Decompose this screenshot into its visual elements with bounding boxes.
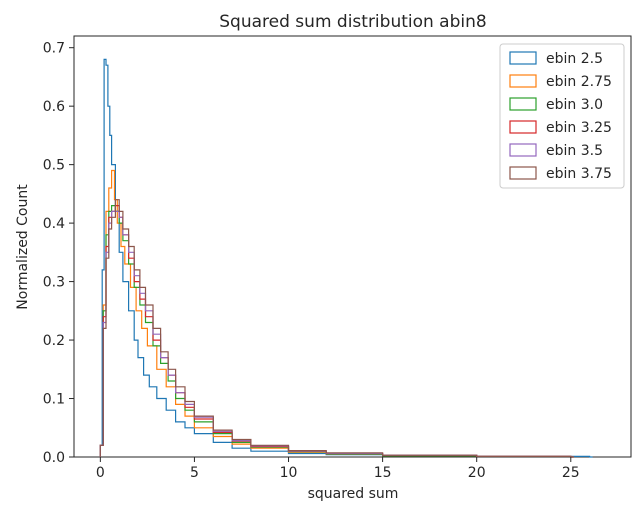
y-tick-label: 0.5 — [43, 158, 65, 174]
y-tick-label: 0.7 — [43, 41, 65, 57]
legend-label: ebin 3.75 — [546, 166, 612, 182]
x-tick-label: 25 — [562, 465, 580, 481]
chart-title: Squared sum distribution abin8 — [219, 12, 486, 32]
series-layer — [99, 58, 593, 458]
legend-swatch — [509, 143, 537, 157]
x-axis-label: squared sum — [308, 486, 399, 502]
legend-swatch — [509, 166, 537, 180]
y-tick-label: 0.0 — [43, 450, 65, 466]
y-axis-label: Normalized Count — [15, 184, 31, 310]
legend-label: ebin 3.0 — [546, 97, 603, 113]
legend-label: ebin 3.5 — [546, 143, 603, 159]
y-tick-label: 0.6 — [43, 99, 65, 115]
plot-frame — [73, 35, 632, 458]
legend-swatch — [509, 51, 537, 65]
legend-frame — [499, 43, 625, 189]
series-line-ebin-2-5 — [99, 58, 593, 458]
series-line-ebin-3-75 — [99, 199, 574, 458]
x-tick-label: 15 — [374, 465, 392, 481]
y-tick-label: 0.1 — [43, 392, 65, 408]
x-axis: 0 5 10 15 20 25 — [96, 457, 580, 481]
y-tick-label: 0.2 — [43, 333, 65, 349]
x-tick-label: 0 — [96, 465, 105, 481]
plot-area — [73, 35, 632, 458]
legend-label: ebin 2.5 — [546, 51, 603, 67]
y-tick-label: 0.4 — [43, 216, 65, 232]
legend-swatch — [509, 97, 537, 111]
legend-label: ebin 3.25 — [546, 120, 612, 136]
legend-items: ebin 2.5 ebin 2.75 ebin 3.0 ebin 3.25 ebin 3… — [509, 51, 612, 182]
legend: ebin 2.5 ebin 2.75 ebin 3.0 ebin 3.25 ebin 3… — [499, 43, 625, 189]
x-tick-label: 10 — [280, 465, 298, 481]
y-axis: 0.0 0.1 0.2 0.3 0.4 0.5 0.6 0.7 — [43, 41, 74, 466]
legend-swatch — [509, 74, 537, 88]
legend-label: ebin 2.75 — [546, 74, 612, 90]
x-tick-label: 20 — [468, 465, 486, 481]
x-tick-label: 5 — [190, 465, 199, 481]
y-tick-label: 0.3 — [43, 275, 65, 291]
legend-swatch — [509, 120, 537, 134]
